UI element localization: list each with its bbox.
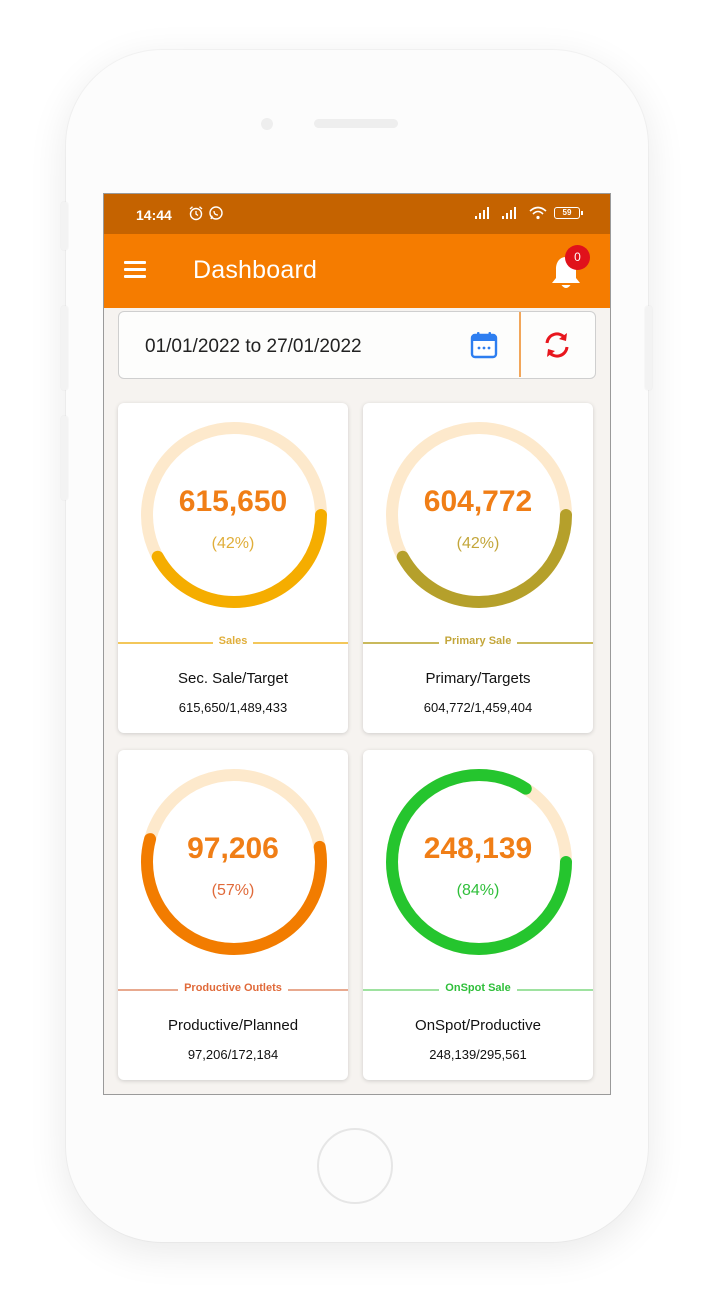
section-separator: OnSpot Sale xyxy=(363,982,593,996)
date-divider xyxy=(519,312,521,377)
progress-ring xyxy=(386,769,572,955)
page-title: Dashboard xyxy=(193,256,318,284)
side-button xyxy=(61,306,68,390)
side-button xyxy=(645,306,652,390)
metric-ratio: 248,139/295,561 xyxy=(429,1047,527,1062)
home-button[interactable] xyxy=(317,1128,393,1204)
metric-label: Primary/Targets xyxy=(425,670,531,687)
stat-percent: (42%) xyxy=(211,535,255,552)
ring-progress-arc xyxy=(386,769,572,955)
stat-card[interactable]: 97,206 (57%) Productive Outlets Productive/… xyxy=(118,750,348,1080)
ring-progress-arc xyxy=(386,422,572,608)
app-bar: Dashboard 0 xyxy=(104,234,610,308)
ring-progress-arc xyxy=(141,422,327,608)
menu-icon[interactable] xyxy=(124,261,146,279)
stat-card[interactable]: 248,139 (84%) OnSpot Sale OnSpot/Productive… xyxy=(363,750,593,1080)
side-button xyxy=(61,202,68,250)
stat-card[interactable]: 615,650 (42%) Sales Sec. Sale/Target 615,650… xyxy=(118,403,348,733)
alarm-icon xyxy=(189,206,203,221)
stat-value: 248,139 xyxy=(423,832,533,865)
metric-ratio: 604,772/1,459,404 xyxy=(423,700,533,715)
status-time: 14:44 xyxy=(136,207,172,223)
signal-icon xyxy=(475,207,489,219)
stat-value: 97,206 xyxy=(187,832,279,865)
notification-badge[interactable]: 0 xyxy=(565,245,590,270)
signal-icon xyxy=(502,207,516,219)
stat-percent: (42%) xyxy=(456,535,500,552)
wifi-icon xyxy=(529,206,547,220)
stat-percent: (84%) xyxy=(456,882,500,899)
section-label: OnSpot Sale xyxy=(439,982,517,994)
stat-value: 615,650 xyxy=(178,485,288,518)
section-label: Primary Sale xyxy=(438,635,518,647)
metric-label: Productive/Planned xyxy=(167,1017,299,1034)
stat-percent: (57%) xyxy=(211,882,255,899)
whatsapp-icon xyxy=(209,206,223,220)
section-separator: Sales xyxy=(118,635,348,649)
stat-value: 604,772 xyxy=(423,485,533,518)
section-label: Sales xyxy=(212,635,254,647)
section-separator: Primary Sale xyxy=(363,635,593,649)
app-screen: 14:44 xyxy=(103,193,611,1095)
progress-ring xyxy=(386,422,572,608)
refresh-icon[interactable] xyxy=(541,329,573,361)
front-camera xyxy=(261,118,273,130)
metric-label: Sec. Sale/Target xyxy=(177,670,289,687)
metric-ratio: 97,206/172,184 xyxy=(187,1047,279,1062)
section-label: Productive Outlets xyxy=(178,982,288,994)
stat-card[interactable]: 604,772 (42%) Primary Sale Primary/Targets 6… xyxy=(363,403,593,733)
progress-ring xyxy=(141,769,327,955)
section-separator: Productive Outlets xyxy=(118,982,348,996)
earpiece-speaker xyxy=(314,119,398,128)
battery-icon: 59 xyxy=(554,207,583,219)
date-range-text[interactable]: 01/01/2022 to 27/01/2022 xyxy=(145,336,362,357)
side-button xyxy=(61,416,68,500)
progress-ring xyxy=(141,422,327,608)
status-bar: 14:44 xyxy=(104,194,610,234)
metric-ratio: 615,650/1,489,433 xyxy=(178,700,288,715)
date-range-filter[interactable]: 01/01/2022 to 27/01/2022 xyxy=(118,311,596,379)
ring-progress-arc xyxy=(141,769,327,955)
calendar-icon[interactable] xyxy=(469,330,499,360)
metric-label: OnSpot/Productive xyxy=(415,1017,541,1034)
